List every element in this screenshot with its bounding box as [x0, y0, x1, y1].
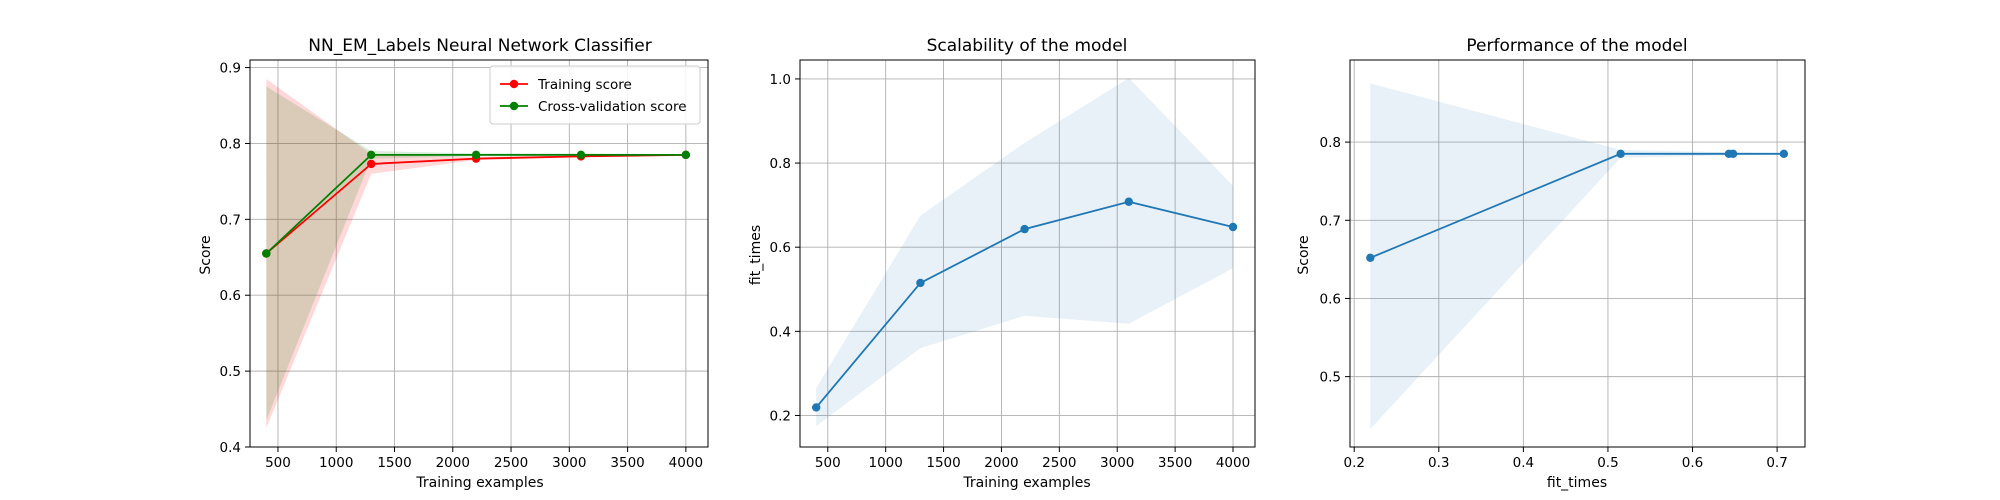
y-axis-label: Score: [198, 235, 214, 274]
x-tick-label: 500: [815, 455, 841, 471]
legend-swatch-marker: [509, 79, 519, 89]
data-point: [1228, 222, 1238, 232]
x-tick-label: 2000: [984, 455, 1018, 471]
data-point: [1779, 149, 1789, 159]
x-tick-label: 3500: [610, 455, 644, 471]
x-tick-label: 0.2: [1343, 455, 1364, 471]
x-tick-label: 3000: [1100, 455, 1134, 471]
x-tick-label: 2500: [1042, 455, 1076, 471]
y-tick-label: 1.0: [770, 72, 791, 88]
data-point: [1728, 149, 1738, 159]
y-tick-label: 0.6: [1320, 291, 1341, 307]
y-tick-label: 0.2: [770, 408, 791, 424]
x-tick-label: 0.3: [1428, 455, 1449, 471]
data-point: [367, 150, 376, 160]
x-tick-label: 4000: [1216, 455, 1250, 471]
data-point: [681, 150, 691, 160]
data-point: [262, 249, 271, 258]
data-point: [576, 150, 586, 160]
x-tick-label: 1500: [926, 455, 960, 471]
y-tick-label: 0.5: [1320, 370, 1341, 386]
legend: Training score Cross-validation score: [489, 65, 701, 125]
confidence-band: [816, 78, 1234, 426]
panel-performance: 0.2 0.3 0.4 0.5 0.6 0.7 0.5 0.6 0.7 0.8 Performan…: [1296, 36, 1806, 491]
plot-area: 500 1000 1500 2000 2500 3000 3500 4000 0.2 0.4 0.6…: [770, 59, 1256, 471]
legend-entry: Training score: [537, 77, 632, 93]
panel-scalability: 500 1000 1500 2000 2500 3000 3500 4000 0.2 0.4 0.6…: [748, 36, 1256, 491]
data-point: [367, 159, 376, 169]
panel-learning-curve: 500 1000 1500 2000 2500 3000 3500 4000 0.4 0.5 0.6…: [198, 36, 709, 491]
x-tick-label: 0.5: [1597, 455, 1618, 471]
x-tick-label: 0.4: [1513, 455, 1534, 471]
data-point: [471, 150, 481, 160]
y-tick-label: 0.4: [220, 440, 241, 456]
x-tick-label: 3000: [552, 455, 586, 471]
y-tick-label: 0.5: [220, 364, 241, 380]
axes-frame: [799, 59, 1256, 448]
x-axis-label: fit_times: [1547, 475, 1607, 491]
y-tick-label: 0.4: [770, 324, 791, 340]
x-tick-label: 2000: [436, 455, 470, 471]
x-tick-label: 500: [265, 455, 291, 471]
x-tick-label: 4000: [669, 455, 703, 471]
chart-title: Performance of the model: [1466, 36, 1687, 56]
legend-swatch-marker: [509, 101, 519, 111]
x-axis-label: Training examples: [415, 475, 543, 491]
x-tick-label: 1000: [868, 455, 902, 471]
axes-frame: [1349, 59, 1806, 448]
y-tick-label: 0.7: [220, 212, 241, 228]
confidence-band: [266, 86, 686, 421]
x-tick-label: 2500: [494, 455, 528, 471]
y-tick-label: 0.8: [220, 136, 241, 152]
y-tick-label: 0.6: [770, 240, 791, 256]
y-tick-label: 0.8: [770, 156, 791, 172]
chart-title: Scalability of the model: [927, 36, 1128, 56]
x-tick-label: 3500: [1158, 455, 1192, 471]
y-tick-label: 0.8: [1320, 135, 1341, 151]
y-tick-label: 0.7: [1320, 213, 1341, 229]
plot-area: 0.2 0.3 0.4 0.5 0.6 0.7 0.5 0.6 0.7 0.8: [1320, 59, 1806, 471]
legend-box: [489, 65, 701, 125]
axes-frame: [249, 59, 709, 448]
x-axis-label: Training examples: [962, 475, 1090, 491]
data-point: [916, 278, 925, 288]
y-tick-label: 0.6: [220, 288, 241, 304]
x-tick-label: 0.6: [1682, 455, 1703, 471]
confidence-band: [1370, 83, 1784, 430]
data-point: [1124, 197, 1134, 206]
x-tick-label: 0.7: [1766, 455, 1787, 471]
legend-entry: Cross-validation score: [538, 99, 687, 115]
x-tick-label: 1000: [319, 455, 353, 471]
data-point: [1616, 149, 1625, 159]
y-axis-label: Score: [1296, 235, 1312, 274]
y-axis-label: fit_times: [748, 225, 764, 285]
data-point: [812, 403, 821, 412]
data-point: [1020, 224, 1029, 234]
x-tick-label: 1500: [377, 455, 411, 471]
chart-title: NN_EM_Labels Neural Network Classifier: [308, 36, 651, 56]
data-point: [1366, 253, 1375, 262]
y-tick-label: 0.9: [220, 61, 241, 77]
